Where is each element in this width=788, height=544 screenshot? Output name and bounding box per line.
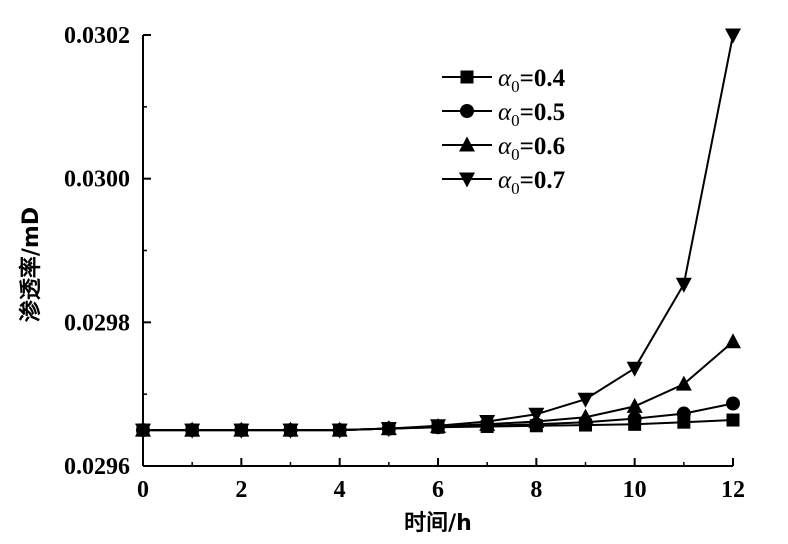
data-point-triangle-down (577, 392, 594, 408)
x-tick-label: 6 (432, 477, 444, 503)
data-point-triangle-down (479, 414, 496, 430)
legend-marker-triangle-up (459, 136, 475, 152)
legend-label: α0=0.5 (498, 99, 565, 130)
data-point-triangle-up (577, 408, 594, 424)
data-point-triangle-down (233, 423, 250, 439)
data-point-triangle-down (725, 28, 741, 44)
x-tick-label: 0 (137, 477, 149, 503)
data-point-triangle-down (282, 423, 299, 439)
x-tick-label: 12 (721, 477, 745, 503)
data-point-triangle-up (626, 397, 643, 413)
data-point-triangle-down (184, 423, 201, 439)
series-layer (135, 28, 741, 439)
data-point-circle (726, 396, 740, 411)
data-point-circle (627, 411, 642, 426)
legend-entry: α0=0.6 (442, 133, 565, 164)
data-point-triangle-down (528, 407, 545, 423)
x-tick-label: 4 (334, 477, 346, 503)
series-line (143, 34, 734, 432)
legend-marker-triangle-down (459, 172, 475, 188)
legend-marker-circle (460, 104, 474, 118)
data-point-triangle-up (675, 375, 692, 391)
legend-label: α0=0.4 (498, 65, 566, 96)
legend-label: α0=0.6 (498, 133, 565, 164)
y-tick-label: 0.0298 (64, 310, 130, 336)
legend-entry: α0=0.7 (442, 167, 565, 198)
x-tick-label: 10 (623, 477, 647, 503)
axes: 0 2 4 6 8 10 12 0.0296 0.0298 0.0300 0.0302 (64, 23, 745, 503)
data-point-triangle-up (725, 333, 741, 349)
x-axis-title: 时间/h (404, 511, 472, 536)
legend-entry: α0=0.4 (442, 65, 566, 96)
x-tick-label: 2 (235, 477, 247, 503)
legend-marker-square (460, 70, 474, 84)
series-triangle-down (135, 28, 741, 439)
y-axis-title: 渗透率/mD (18, 207, 44, 322)
legend: α0=0.4α0=0.5α0=0.6α0=0.7 (442, 65, 566, 198)
y-tick-label: 0.0300 (64, 167, 130, 193)
data-point-triangle-down (675, 277, 692, 293)
data-point-square (726, 413, 740, 427)
data-point-triangle-down (626, 361, 643, 377)
data-point-triangle-down (380, 422, 397, 438)
data-point-triangle-down (430, 419, 446, 435)
data-point-circle (676, 406, 691, 421)
y-tick-label: 0.0302 (64, 23, 130, 49)
y-tick-label: 0.0296 (64, 454, 130, 480)
x-tick-label: 8 (530, 477, 542, 503)
data-point-triangle-down (135, 423, 151, 439)
legend-label: α0=0.7 (498, 167, 565, 198)
data-point-triangle-down (331, 423, 348, 439)
legend-entry: α0=0.5 (442, 99, 565, 130)
